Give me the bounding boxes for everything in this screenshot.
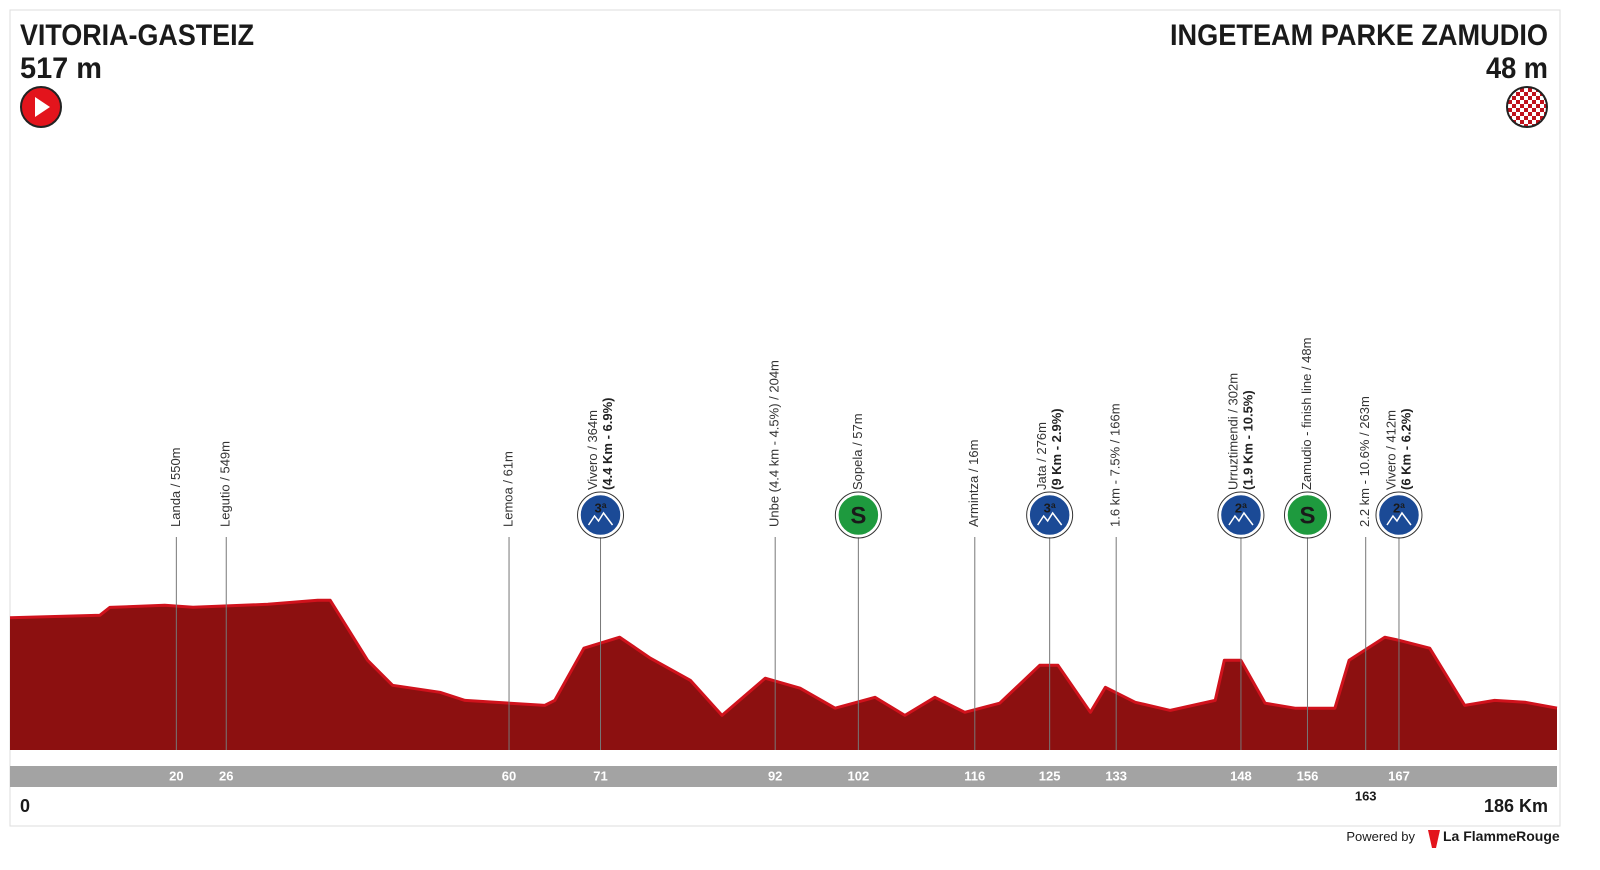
km-label: 133: [1105, 768, 1127, 783]
marker-icon: [836, 492, 881, 538]
start-km: 0: [20, 796, 30, 816]
marker-detail: (1.9 Km - 10.5%): [1240, 390, 1255, 490]
km-label: 92: [768, 768, 782, 783]
marker-icon-mountain: [1037, 511, 1063, 526]
marker-icon-mountain: [1386, 511, 1412, 526]
finish-altitude: 48 m: [1486, 52, 1548, 85]
marker-detail: (9 Km - 2.9%): [1049, 408, 1064, 490]
marker-icon-ring: [1375, 491, 1423, 539]
marker-icon: [1376, 492, 1422, 538]
marker-icon-text: S: [850, 502, 866, 529]
profile-edge: [9, 598, 1558, 717]
start-name: VITORIA-GASTEIZ: [20, 19, 254, 52]
marker-icon-ring: [1026, 491, 1074, 539]
km-label: 60: [502, 768, 516, 783]
marker-label: Jata / 276m: [1034, 422, 1049, 490]
marker-icon-text: 3ª: [594, 500, 606, 515]
marker-label: Vivero / 412m: [1383, 410, 1398, 490]
marker-icon: [578, 492, 623, 538]
marker-label: Vivero / 364m: [585, 410, 600, 490]
km-label: 156: [1297, 768, 1319, 783]
powered-by: Powered by: [1346, 829, 1415, 844]
marker-label: Zamudio - finish line / 48m: [1299, 338, 1314, 490]
km-label: 125: [1039, 768, 1061, 783]
finish-name: INGETEAM PARKE ZAMUDIO: [1170, 19, 1548, 52]
marker-icon-text: S: [1299, 502, 1315, 529]
marker-label: Urruztimendi / 302m: [1225, 373, 1240, 490]
profile-area: [10, 600, 1557, 750]
marker-icon-mountain: [1228, 511, 1254, 526]
marker-icon-text: 2ª: [1393, 500, 1405, 515]
marker-icon-text: 3ª: [1044, 500, 1056, 515]
km-label: 26: [219, 768, 233, 783]
marker-label: Sopela / 57m: [850, 413, 865, 490]
plot: Landa / 550m 20 Legutio / 549m 26 Lemoa / 61…: [9, 338, 1558, 803]
km-label: 102: [848, 768, 870, 783]
marker-icon-ring: [1283, 491, 1331, 539]
km-band: [10, 766, 1557, 787]
km-label: 116: [964, 768, 985, 783]
km-label: 148: [1230, 768, 1252, 783]
marker-icon-ring: [1217, 491, 1265, 539]
start-altitude: 517 m: [20, 52, 102, 85]
marker-label: Armintza / 16m: [966, 440, 981, 527]
marker-icon: [1218, 492, 1264, 538]
marker-label: Landa / 550m: [168, 447, 183, 527]
marker-detail: (6 Km - 6.2%): [1398, 408, 1413, 490]
marker-icon-text: 2ª: [1235, 500, 1247, 515]
marker-icon-ring: [834, 491, 882, 539]
marker-label: 1.6 km - 7.5% / 166m: [1108, 403, 1123, 527]
marker-label: 2.2 km - 10.6% / 263m: [1357, 396, 1372, 527]
marker-icon-ring: [577, 491, 625, 539]
marker-label: Unbe (4.4 km - 4.5%) / 204m: [767, 360, 782, 527]
frame: [9, 9, 1561, 827]
km-label: 163: [1355, 788, 1377, 803]
km-label: 20: [169, 768, 183, 783]
brand: La FlammeRouge: [1443, 828, 1560, 844]
start-icon: [20, 86, 62, 128]
marker-label: Legutio / 549m: [218, 441, 233, 527]
marker-icon-mountain: [587, 511, 614, 526]
marker-icon: [1285, 492, 1330, 538]
brand-logo: [1428, 830, 1440, 848]
end-km: 186 Km: [1484, 796, 1548, 816]
marker-detail: (4.4 Km - 6.9%): [600, 398, 615, 490]
marker-label: Lemoa / 61m: [500, 451, 515, 527]
marker-icon: [1027, 492, 1072, 538]
km-label: 71: [593, 768, 607, 783]
km-label: 167: [1388, 768, 1410, 783]
finish-icon: [1506, 86, 1548, 128]
